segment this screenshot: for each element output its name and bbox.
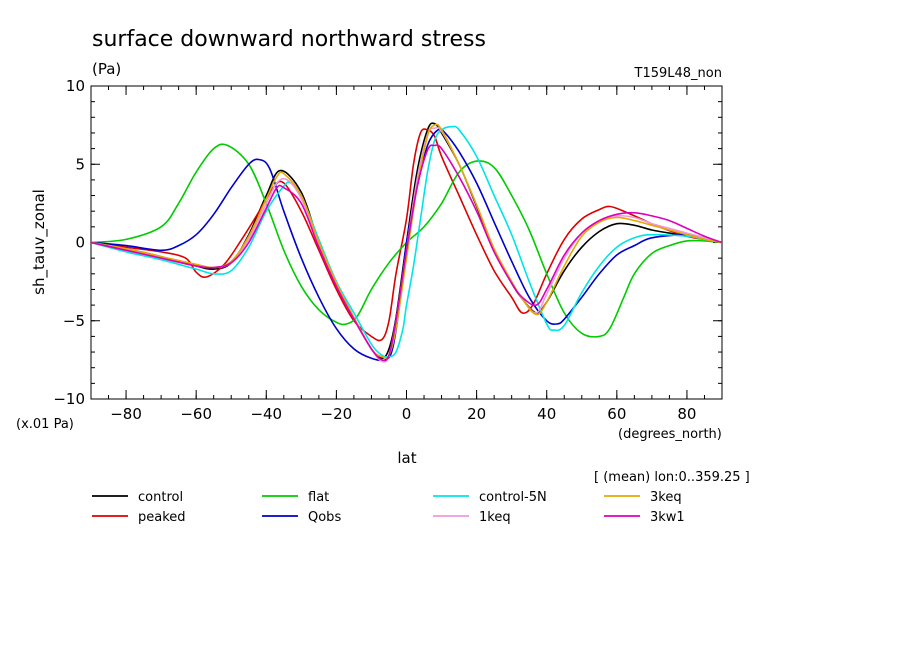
x-tick-label: 40 — [537, 405, 556, 423]
legend-label-3keq: 3keq — [650, 490, 682, 505]
legend-label-3kw1: 3kw1 — [650, 510, 685, 525]
legend-label-qobs: Qobs — [308, 510, 341, 525]
legend-label-control: control — [138, 490, 183, 505]
run-label: T159L48_non — [634, 66, 722, 81]
units-label: (Pa) — [92, 60, 121, 78]
x-tick-label: 80 — [677, 405, 696, 423]
x-units-label: (degrees_north) — [618, 427, 722, 442]
y-axis-label: sh_tauv_zonal — [30, 189, 49, 295]
legend: control peaked flat Qobs control-5N 1keq 3keq 3… — [92, 490, 685, 525]
series-line-control-5n — [91, 125, 722, 358]
series-line-3keq — [91, 123, 722, 359]
y-tick-label: 5 — [75, 155, 85, 173]
series-line-3kw1 — [91, 144, 722, 362]
x-axis-label: lat — [397, 449, 416, 467]
x-tick-label: −80 — [110, 405, 142, 423]
x-tick-label: 0 — [402, 405, 412, 423]
legend-label-control-5n: control-5N — [479, 490, 547, 505]
mean-note: [ (mean) lon:0..359.25 ] — [594, 470, 750, 485]
y-tick-label: 0 — [75, 234, 85, 252]
x-tick-label: −20 — [321, 405, 353, 423]
x-tick-label: 60 — [607, 405, 626, 423]
y-tick-label: 10 — [66, 77, 85, 95]
x-tick-label: −60 — [180, 405, 212, 423]
y-tick-label: −10 — [53, 390, 85, 408]
legend-label-flat: flat — [308, 490, 329, 505]
legend-label-peaked: peaked — [138, 510, 186, 525]
chart-title: surface downward northward stress — [92, 27, 486, 52]
x-tick-label: 20 — [467, 405, 486, 423]
y-scale-note: (x.01 Pa) — [16, 417, 74, 432]
series-line-flat — [91, 143, 722, 338]
series-line-peaked — [91, 128, 722, 342]
series-line-qobs — [91, 128, 722, 362]
y-tick-label: −5 — [63, 312, 85, 330]
legend-label-1keq: 1keq — [479, 510, 511, 525]
x-tick-label: −40 — [250, 405, 282, 423]
